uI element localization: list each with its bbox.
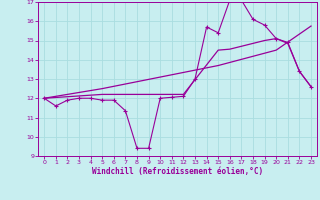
X-axis label: Windchill (Refroidissement éolien,°C): Windchill (Refroidissement éolien,°C): [92, 167, 263, 176]
